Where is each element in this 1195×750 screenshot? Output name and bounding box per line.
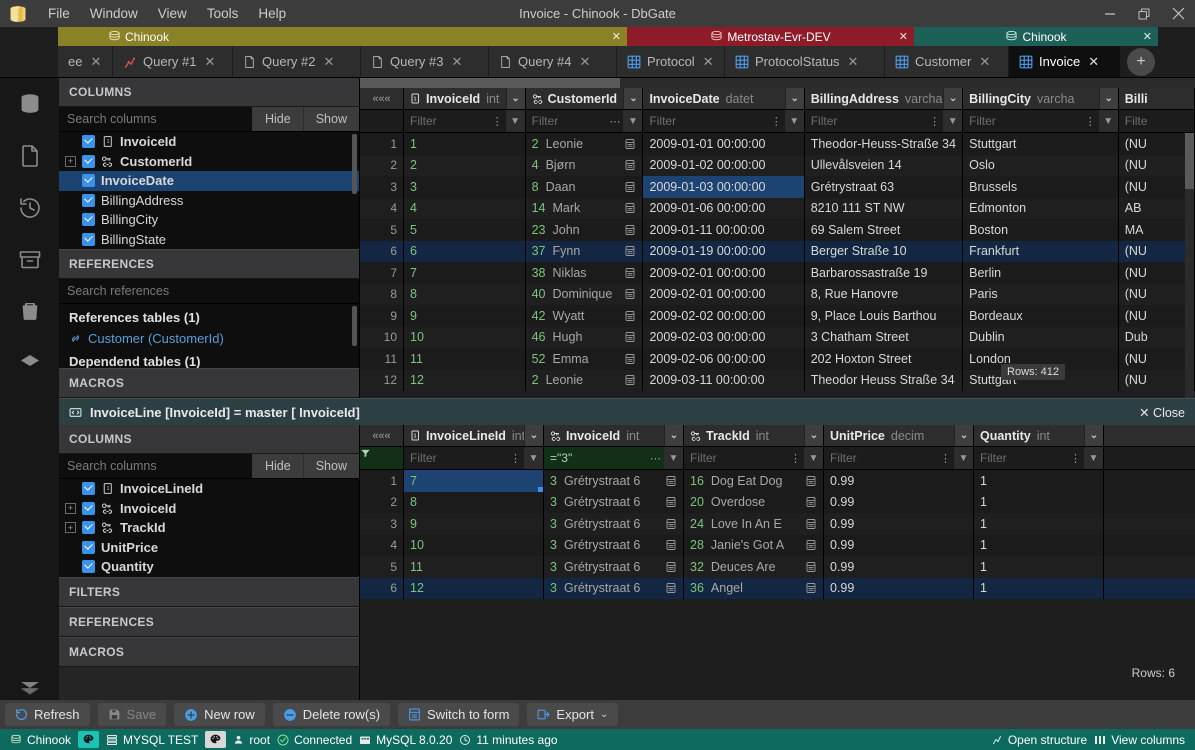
svg-text:1: 1 [414, 96, 417, 102]
svg-text:1: 1 [414, 433, 417, 439]
svg-text:1: 1 [107, 486, 110, 492]
svg-text:1: 1 [107, 139, 110, 145]
